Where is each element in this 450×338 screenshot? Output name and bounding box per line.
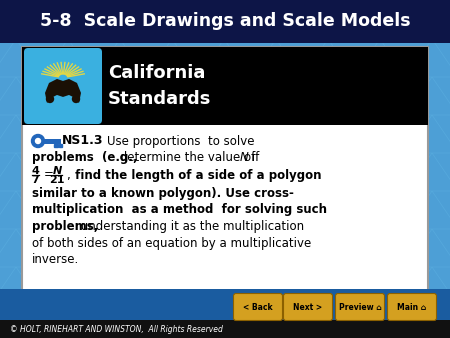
FancyBboxPatch shape [387, 293, 436, 320]
Text: if: if [248, 151, 259, 164]
Text: Standards: Standards [108, 90, 212, 108]
FancyBboxPatch shape [22, 47, 428, 125]
Bar [59, 144, 62, 146]
Text: N: N [240, 151, 249, 164]
FancyBboxPatch shape [234, 293, 283, 320]
Text: determine the value of: determine the value of [116, 151, 259, 164]
Text: problems,: problems, [32, 220, 99, 233]
Text: NS1.3: NS1.3 [62, 135, 104, 147]
Text: Next >: Next > [293, 303, 323, 312]
FancyBboxPatch shape [0, 0, 450, 43]
Text: ,: , [66, 169, 70, 182]
Text: of both sides of an equation by a multiplicative: of both sides of an equation by a multip… [32, 237, 311, 249]
Text: Preview ⌂: Preview ⌂ [338, 303, 382, 312]
Text: problems  (e.g.,: problems (e.g., [32, 151, 138, 164]
Text: similar to a known polygon). Use cross-: similar to a known polygon). Use cross- [32, 187, 294, 200]
Text: 5-8  Scale Drawings and Scale Models: 5-8 Scale Drawings and Scale Models [40, 13, 410, 30]
FancyBboxPatch shape [0, 320, 450, 338]
FancyBboxPatch shape [43, 139, 61, 144]
FancyBboxPatch shape [22, 47, 428, 310]
FancyBboxPatch shape [0, 289, 450, 321]
Text: 4: 4 [31, 166, 39, 176]
Text: Main ⌂: Main ⌂ [397, 303, 427, 312]
Text: N: N [52, 166, 62, 176]
Circle shape [32, 135, 45, 147]
Text: Use proportions  to solve: Use proportions to solve [107, 135, 255, 147]
FancyBboxPatch shape [336, 293, 384, 320]
Text: inverse.: inverse. [32, 253, 79, 266]
Text: multiplication  as a method  for solving such: multiplication as a method for solving s… [32, 203, 327, 217]
Circle shape [46, 95, 54, 102]
Text: © HOLT, RINEHART AND WINSTON,  All Rights Reserved: © HOLT, RINEHART AND WINSTON, All Rights… [10, 324, 223, 334]
Text: California: California [108, 64, 205, 82]
Text: < Back: < Back [243, 303, 273, 312]
FancyBboxPatch shape [24, 48, 102, 124]
FancyBboxPatch shape [284, 293, 333, 320]
Text: understanding it as the multiplication: understanding it as the multiplication [77, 220, 304, 233]
Circle shape [72, 95, 80, 102]
Bar [54, 144, 58, 147]
Text: =: = [44, 169, 54, 182]
Text: 21: 21 [49, 175, 65, 185]
Text: find the length of a side of a polygon: find the length of a side of a polygon [71, 169, 321, 182]
Circle shape [36, 139, 40, 144]
Polygon shape [45, 79, 81, 103]
Text: 7: 7 [31, 175, 39, 185]
